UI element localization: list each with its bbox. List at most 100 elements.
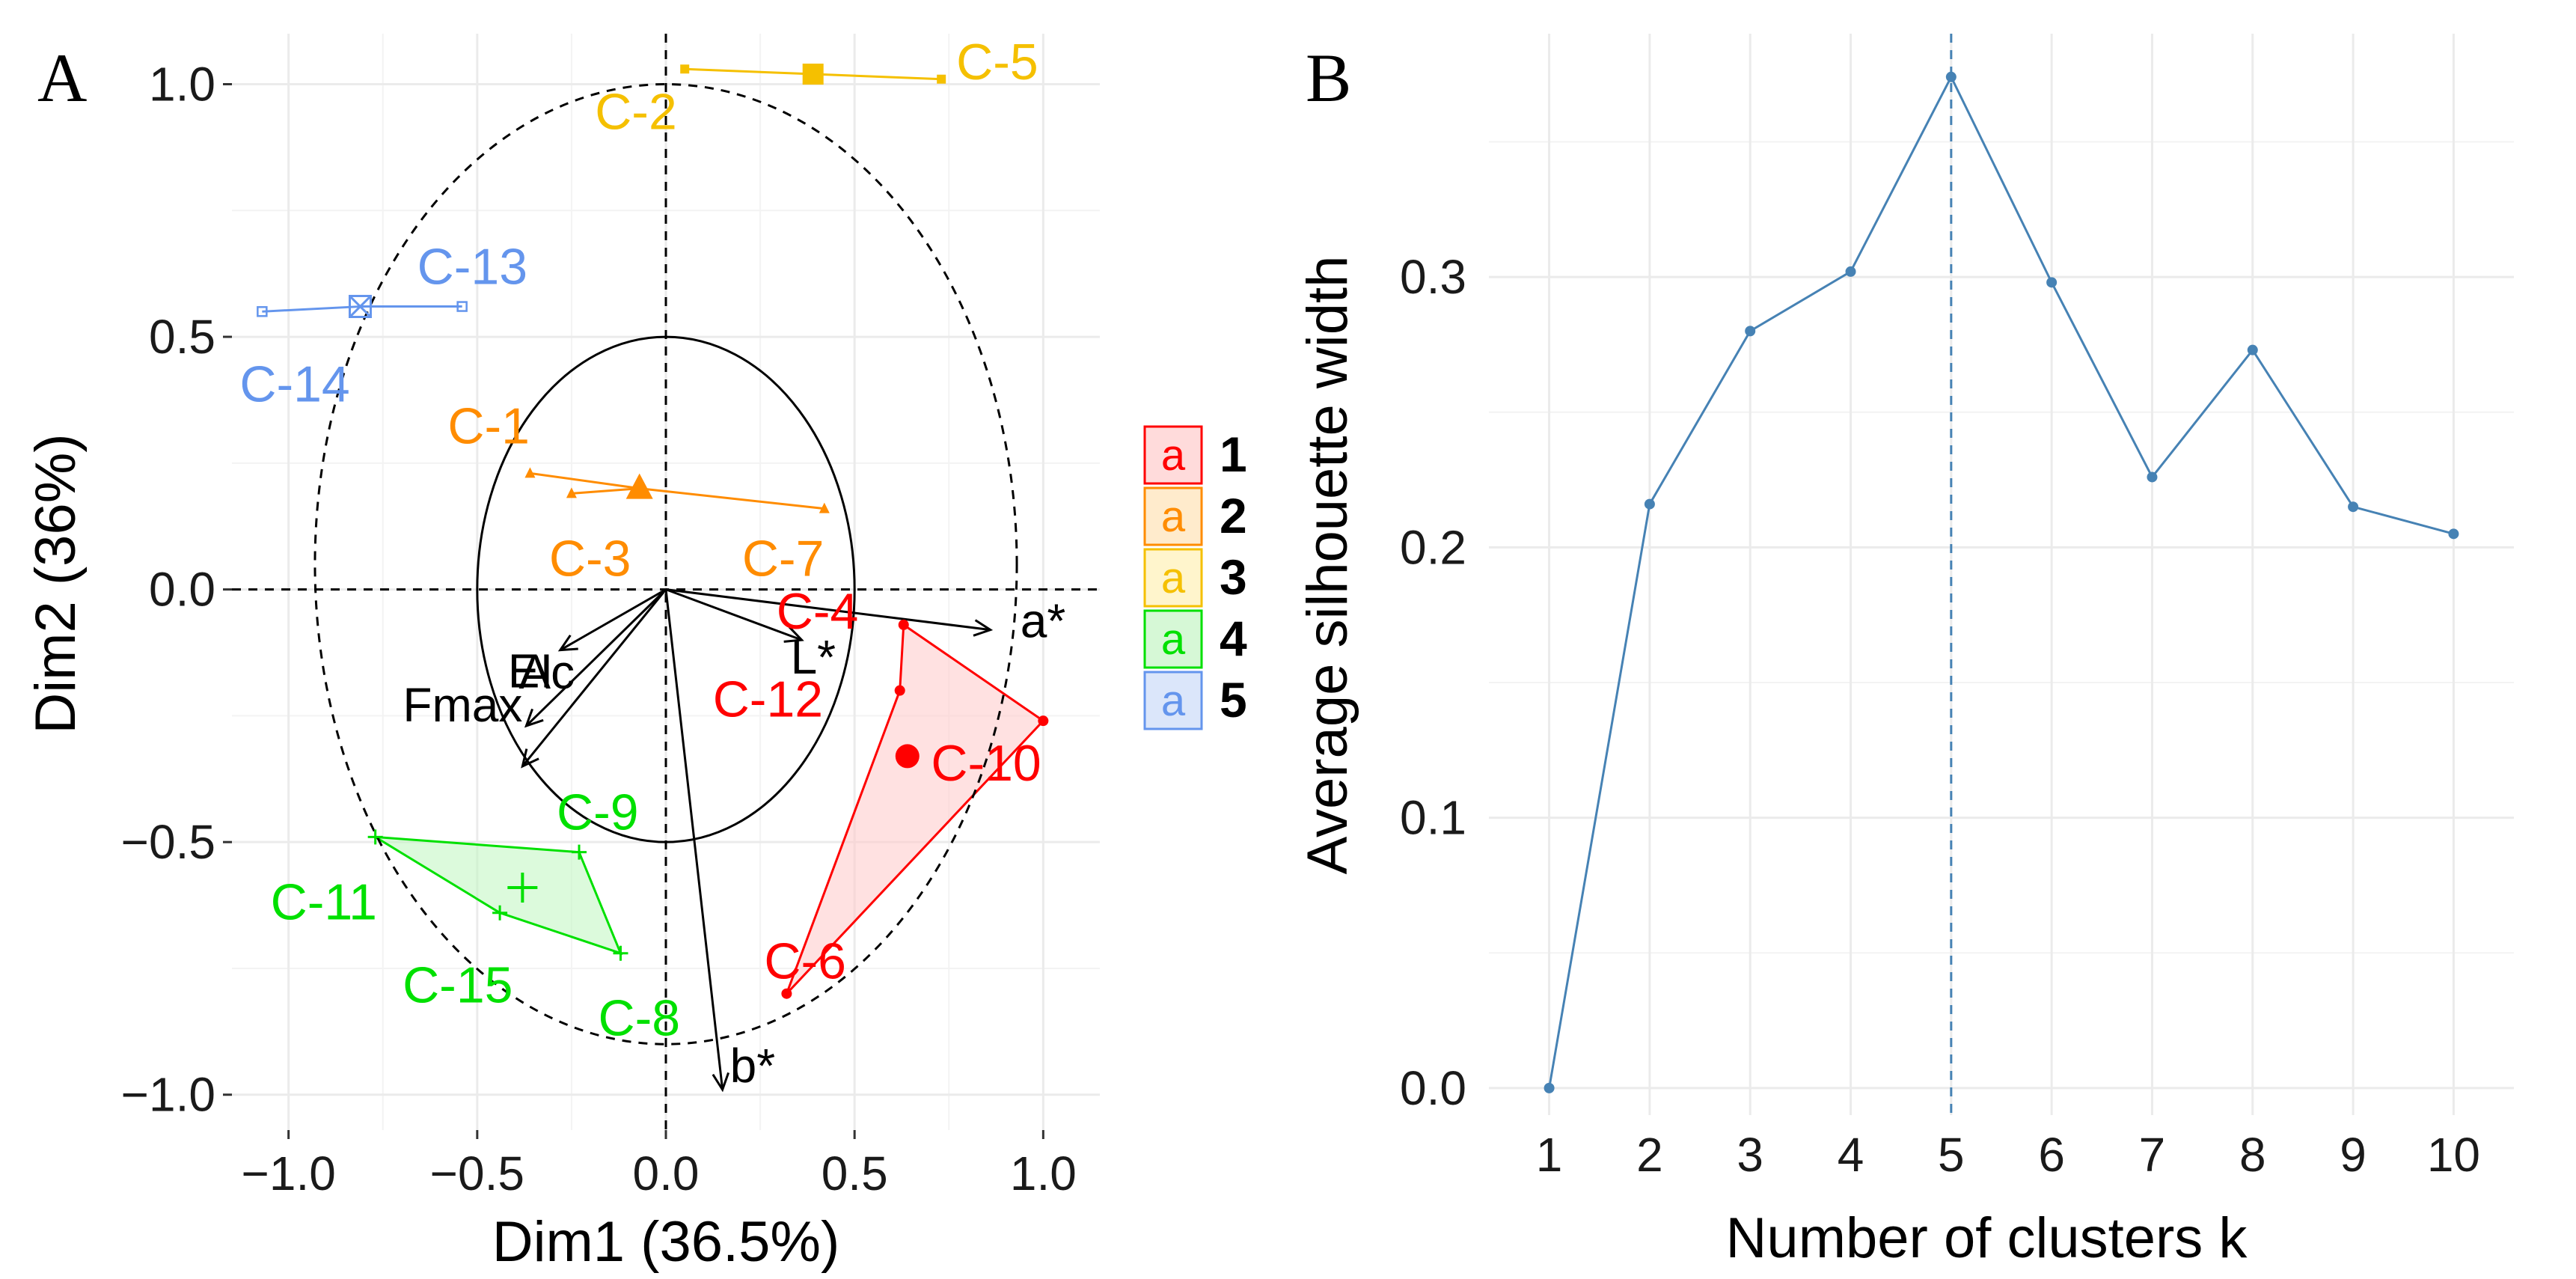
silhouette-x-axis-title: Number of clusters k [1726, 1206, 2248, 1270]
silhouette-point [1945, 71, 1957, 82]
silhouette-y-tick-label: 0.0 [1400, 1061, 1466, 1115]
silhouette-grid [1489, 34, 2514, 1115]
point-marker [781, 988, 792, 999]
point-marker [898, 619, 909, 630]
silhouette-point [1544, 1082, 1555, 1093]
point-marker [1038, 715, 1049, 727]
silhouette-x-tick-label: 10 [2427, 1128, 2480, 1182]
silhouette-x-tick-label: 9 [2340, 1128, 2367, 1182]
silhouette-x-tick-label: 4 [1838, 1128, 1864, 1182]
legend-label: 5 [1220, 672, 1247, 727]
variable-arrow-head [521, 748, 539, 769]
point-label: C-15 [403, 957, 513, 1014]
legend-key-box [1143, 486, 1203, 546]
variable-arrow-head [973, 619, 994, 637]
variable-label: b* [730, 1039, 775, 1093]
point-label: C-1 [447, 397, 530, 454]
variable-label: Fmax [403, 678, 522, 732]
point-label: C-2 [595, 83, 677, 140]
centroid-marker [895, 744, 920, 769]
cluster-link [262, 305, 361, 313]
pca-y-tick-label: 0.5 [149, 310, 215, 364]
pca-circle-solid [476, 335, 856, 843]
silhouette-y-tick-label: 0.2 [1400, 520, 1466, 574]
variable-label: a* [1021, 594, 1066, 648]
point-label: C-12 [713, 671, 823, 728]
legend-key-glyph: a [1161, 492, 1186, 541]
point-marker [680, 64, 690, 74]
silhouette-x-tick-label: 3 [1737, 1128, 1763, 1182]
variable-arrow-line [560, 588, 667, 651]
point-label: C-9 [557, 784, 639, 841]
point-label: C-14 [239, 355, 349, 412]
pca-y-tick-label: 0.0 [149, 563, 215, 617]
variable-label: EI [508, 644, 553, 698]
variable-arrow-line [665, 588, 991, 632]
point-marker [566, 487, 577, 498]
variable-arrow-head [524, 708, 544, 728]
pca-points: C-4 C-10 C-12 C-6 C-1 C-3 C-7 C-2 C-5 C-9 C-11 C-15… [239, 34, 1049, 1047]
pca-legend: a 1a 2a 3a 4a 5 [1143, 425, 1247, 730]
silhouette-x-tick-label: 2 [1636, 1128, 1663, 1182]
pca-circle-dashed [313, 83, 1018, 1046]
legend-key-box [1143, 609, 1203, 669]
silhouette-series-line [1548, 74, 2454, 1089]
silhouette-plot-area [1489, 34, 2514, 1115]
silhouette-point [1745, 326, 1756, 337]
legend-key-glyph: a [1161, 554, 1186, 602]
silhouette-ticks: 1 2 3 4 5 6 7 8 9 10 0.0 0.1 0.2 0.3 [1400, 250, 2480, 1182]
silhouette-point [2348, 501, 2359, 513]
pca-x-tick-label: 0.5 [822, 1147, 888, 1200]
panel-label-b: B [1306, 40, 1351, 116]
variable-arrow-line [525, 588, 667, 727]
pca-ticks: −1.0 −0.5 0.0 0.5 1.0 −1.0 −0.5 0.0 0.5 1.0 [121, 58, 1077, 1200]
variable-arrow-line [664, 589, 724, 1090]
point-label: C-13 [417, 239, 527, 296]
pca-y-tick-label: 1.0 [149, 58, 215, 112]
point-label: C-6 [764, 933, 846, 990]
cluster-1: C-4 C-10 C-12 C-6 [713, 583, 1049, 999]
variable-arrow-line [665, 588, 803, 641]
pca-x-tick-label: −0.5 [430, 1147, 524, 1200]
pca-y-axis-title: Dim2 (36%) [24, 433, 88, 733]
pca-x-tick-label: 1.0 [1010, 1147, 1077, 1200]
point-marker [819, 502, 830, 513]
pca-y-tick-label: −0.5 [121, 815, 215, 869]
panel-b: B 1 2 3 4 5 6 7 8 9 10 0.0 0.1 0.2 0.3 Number of clus… [1296, 34, 2514, 1270]
centroid-marker [802, 64, 824, 85]
cluster-5: C-13 C-14 [239, 239, 527, 413]
silhouette-x-tick-label: 5 [1938, 1128, 1965, 1182]
panel-label-a: A [37, 40, 87, 116]
point-marker [492, 905, 508, 921]
centroid-marker [507, 872, 538, 903]
pca-x-axis-title: Dim1 (36.5%) [492, 1210, 840, 1274]
silhouette-point [2046, 277, 2058, 288]
point-marker [367, 829, 383, 845]
centroid-marker [348, 295, 372, 319]
point-marker [524, 467, 536, 478]
legend-key-box [1143, 671, 1203, 730]
cluster-3: C-2 C-5 [595, 34, 1038, 140]
variable-arrow-line [521, 588, 667, 767]
silhouette-point [2147, 471, 2158, 483]
point-label: C-10 [931, 735, 1041, 792]
variable-arrow-head [783, 626, 804, 643]
point-label: C-11 [271, 873, 377, 930]
point-marker [894, 685, 905, 696]
legend-label: 2 [1220, 488, 1247, 543]
cluster-link [639, 487, 824, 510]
variable-arrow-head [712, 1072, 730, 1093]
point-label: C-8 [598, 990, 680, 1047]
silhouette-point [2448, 528, 2459, 540]
legend-key-glyph: a [1161, 431, 1186, 480]
silhouette-y-axis-title: Average silhouette width [1296, 256, 1359, 875]
silhouette-point [1845, 266, 1856, 277]
silhouette-y-tick-label: 0.1 [1400, 791, 1466, 845]
pca-y-tick-label: −1.0 [121, 1068, 215, 1122]
point-marker [572, 844, 587, 860]
variable-label: L* [791, 630, 836, 684]
silhouette-line [1544, 34, 2459, 1115]
cluster-link [813, 73, 942, 81]
